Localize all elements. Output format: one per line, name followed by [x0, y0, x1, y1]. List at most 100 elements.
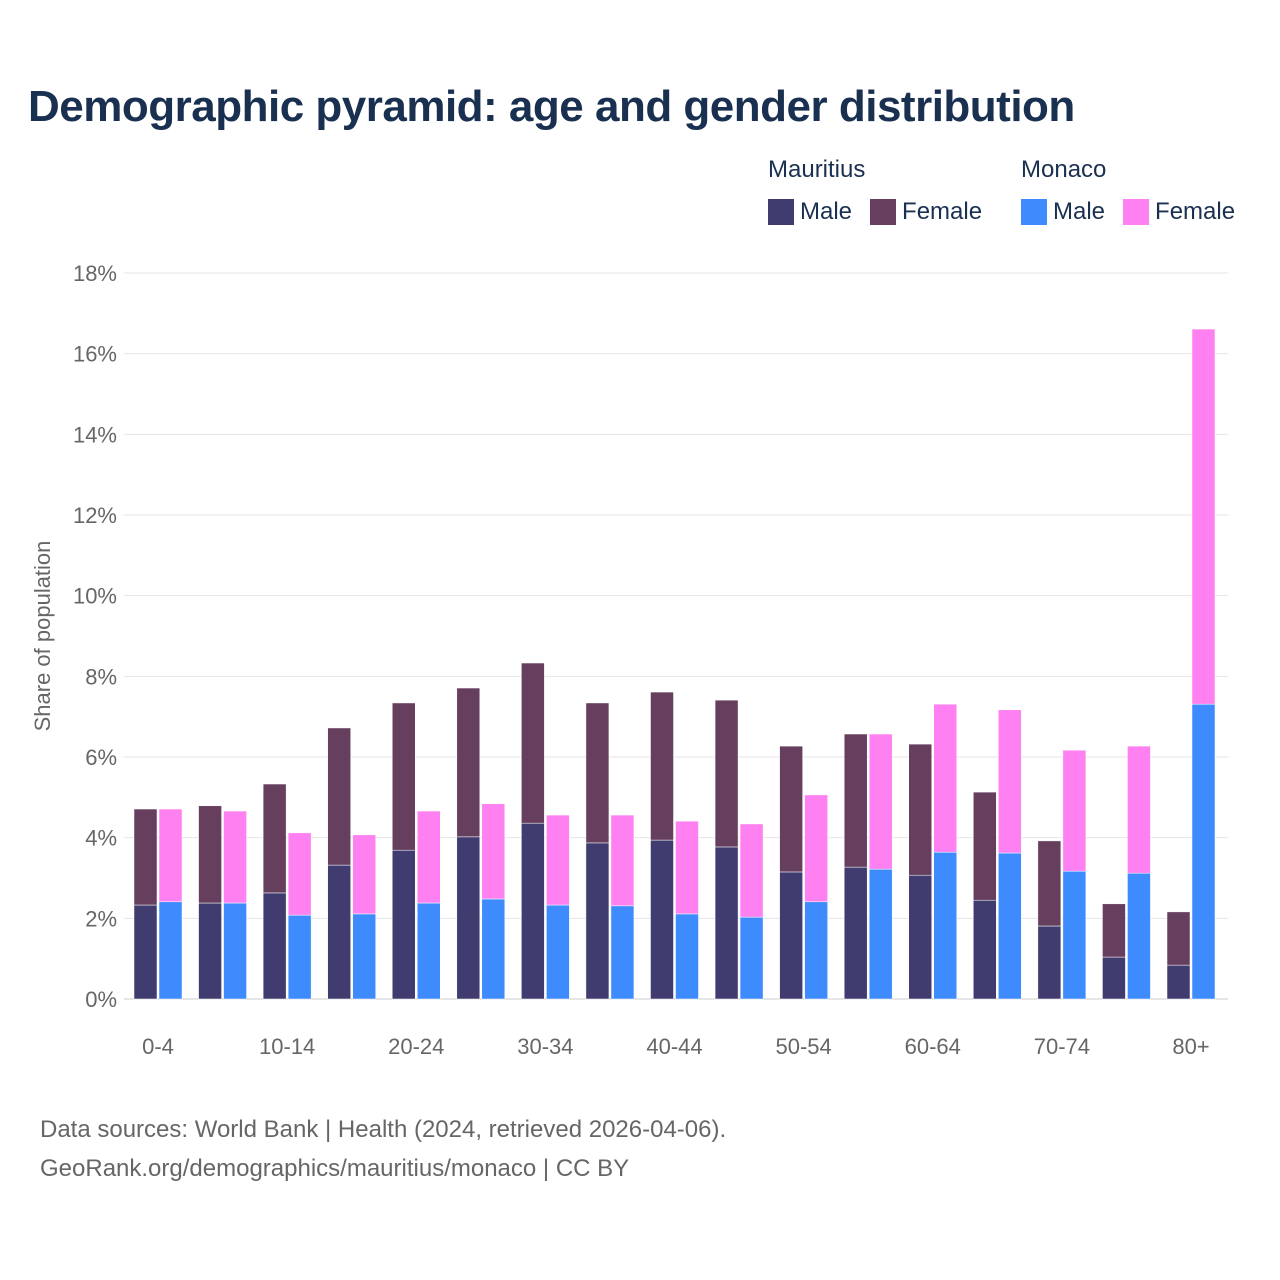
x-tick-label: 20-24 — [388, 1034, 444, 1059]
bar-monaco-female-55-59 — [868, 733, 893, 870]
bar-mauritius-female-25-29 — [456, 687, 481, 838]
bar-monaco-male-80+ — [1191, 703, 1216, 1000]
bar-monaco-male-65-69 — [998, 852, 1022, 1000]
bar-monaco-male-55-59 — [868, 868, 893, 1000]
y-tick-label: 10% — [73, 584, 117, 609]
bar-mauritius-male-10-14 — [262, 892, 287, 1000]
bar-mauritius-female-50-54 — [779, 745, 803, 873]
y-tick-label: 16% — [73, 342, 117, 367]
y-tick-label: 14% — [73, 422, 117, 447]
bar-monaco-male-40-44 — [675, 913, 699, 1000]
bar-monaco-female-70-74 — [1062, 749, 1087, 872]
bar-mauritius-male-5-9 — [198, 902, 222, 1000]
x-tick-label: 40-44 — [646, 1034, 702, 1059]
bar-mauritius-female-80+ — [1166, 911, 1191, 966]
bar-monaco-female-50-54 — [804, 794, 828, 903]
bar-monaco-male-25-29 — [481, 898, 506, 1000]
legend-label: Female — [902, 198, 983, 225]
bar-mauritius-male-60-64 — [908, 874, 932, 1000]
bar-monaco-female-20-24 — [417, 810, 441, 904]
legend-label: Female — [1155, 198, 1236, 225]
bar-mauritius-male-55-59 — [843, 866, 868, 1000]
legend-mauritius: Mauritius Male Female — [768, 156, 982, 226]
chart-title: Demographic pyramid: age and gender dist… — [28, 82, 1075, 131]
bar-mauritius-female-10-14 — [262, 783, 287, 894]
x-tick-label: 70-74 — [1034, 1034, 1090, 1059]
bar-monaco-male-20-24 — [417, 902, 441, 1000]
bar-monaco-female-25-29 — [481, 803, 506, 900]
bar-monaco-male-30-34 — [546, 904, 570, 1000]
bar-mauritius-male-30-34 — [521, 822, 545, 1000]
bar-monaco-female-0-4 — [158, 808, 183, 903]
bar-monaco-female-45-49 — [739, 823, 764, 918]
bar-monaco-female-60-64 — [933, 703, 957, 853]
bar-mauritius-female-45-49 — [714, 699, 739, 848]
legend-item-mauritius-male[interactable]: Male — [768, 198, 852, 226]
bar-mauritius-male-0-4 — [133, 904, 158, 1000]
legend-item-mauritius-female[interactable]: Female — [870, 198, 982, 226]
bar-monaco-female-30-34 — [546, 814, 570, 906]
legend-country-label: Monaco — [1021, 156, 1107, 183]
x-tick-label: 10-14 — [259, 1034, 315, 1059]
x-tick-label: 50-54 — [775, 1034, 831, 1059]
x-tick-label: 80+ — [1172, 1034, 1209, 1059]
legend-swatch — [1021, 199, 1047, 225]
x-tick-label: 60-64 — [905, 1034, 961, 1059]
bar-monaco-female-65-69 — [998, 709, 1022, 854]
bar-monaco-male-50-54 — [804, 901, 828, 1000]
bar-mauritius-male-45-49 — [714, 846, 739, 1000]
bar-monaco-female-75-79 — [1127, 745, 1151, 874]
bar-monaco-male-5-9 — [223, 902, 247, 1000]
y-tick-label: 18% — [73, 261, 117, 286]
bar-mauritius-male-65-69 — [973, 899, 997, 1000]
bar-mauritius-female-35-39 — [585, 702, 610, 844]
bar-monaco-male-70-74 — [1062, 870, 1087, 1000]
legend-monaco: Monaco Male Female — [1021, 156, 1235, 226]
y-tick-label: 0% — [85, 987, 117, 1012]
bar-mauritius-female-5-9 — [198, 805, 222, 904]
source-text: Data sources: World Bank | Health (2024,… — [40, 1116, 727, 1143]
bar-mauritius-female-30-34 — [521, 662, 545, 824]
bar-monaco-male-45-49 — [739, 916, 764, 1000]
legend-swatch — [768, 199, 794, 225]
bar-mauritius-female-15-19 — [327, 727, 351, 866]
y-tick-label: 4% — [85, 826, 117, 851]
bar-mauritius-female-0-4 — [133, 808, 158, 906]
bar-monaco-male-75-79 — [1127, 872, 1151, 1000]
bar-mauritius-male-35-39 — [585, 842, 610, 1000]
y-axis-label: Share of population — [30, 541, 55, 732]
bar-mauritius-male-75-79 — [1102, 956, 1126, 1000]
legend-swatch — [1123, 199, 1150, 225]
bar-monaco-female-10-14 — [287, 832, 312, 916]
bar-mauritius-female-70-74 — [1037, 840, 1062, 927]
bar-mauritius-female-65-69 — [973, 791, 997, 901]
bar-monaco-male-35-39 — [610, 905, 635, 1000]
legend-country-label: Mauritius — [768, 156, 866, 183]
legend-swatch — [870, 199, 897, 225]
bar-mauritius-female-20-24 — [392, 702, 416, 851]
bar-mauritius-male-20-24 — [392, 849, 416, 1000]
bar-mauritius-female-55-59 — [843, 733, 868, 868]
bar-monaco-male-15-19 — [352, 913, 376, 1000]
x-tick-label: 30-34 — [517, 1034, 573, 1059]
bar-mauritius-female-75-79 — [1102, 903, 1126, 958]
bar-monaco-male-60-64 — [933, 851, 957, 1000]
x-tick-label: 0-4 — [142, 1034, 174, 1059]
legend-item-monaco-female[interactable]: Female — [1123, 198, 1235, 226]
bar-monaco-female-40-44 — [675, 820, 699, 915]
bar-monaco-female-15-19 — [352, 834, 376, 915]
bar-monaco-female-80+ — [1191, 328, 1216, 705]
legend-label: Male — [800, 198, 853, 225]
legend-item-monaco-male[interactable]: Male — [1021, 198, 1105, 226]
bar-mauritius-male-80+ — [1166, 964, 1191, 1000]
bar-mauritius-male-15-19 — [327, 864, 351, 1000]
bar-mauritius-male-70-74 — [1037, 925, 1062, 1000]
bar-mauritius-male-50-54 — [779, 871, 803, 1000]
bar-monaco-female-35-39 — [610, 814, 635, 907]
y-tick-label: 2% — [85, 906, 117, 931]
y-tick-label: 6% — [85, 745, 117, 770]
bar-monaco-male-10-14 — [287, 914, 312, 1000]
y-tick-label: 8% — [85, 664, 117, 689]
bar-mauritius-male-25-29 — [456, 836, 481, 1000]
